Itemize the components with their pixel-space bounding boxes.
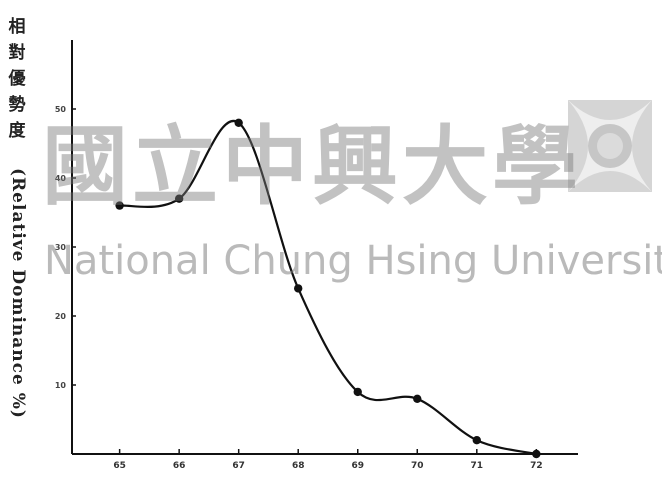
y-axis-label-en: (Relative Dominance %)	[8, 168, 28, 419]
data-point	[413, 394, 422, 403]
ticks: 65 66 67 68 69 70 71 72 10 20 30 40 50	[55, 105, 543, 471]
university-name-watermark-en: National Chung Hsing University	[44, 238, 662, 284]
x-tick-label: 72	[530, 461, 543, 471]
y-axis-label-cn-text: 相對優勢度	[6, 14, 28, 144]
y-axis-label-cn: 相對優勢度	[6, 14, 28, 144]
y-tick-label: 20	[55, 312, 67, 321]
y-axis-label-char-1: 對	[8, 43, 26, 63]
x-tick-label: 70	[411, 461, 424, 471]
x-tick-label: 68	[292, 461, 305, 471]
data-point	[234, 118, 243, 128]
data-point	[294, 284, 303, 293]
x-tick-label: 66	[173, 461, 186, 471]
x-tick-label: 69	[351, 461, 364, 471]
y-tick-label: 10	[55, 381, 67, 390]
series	[119, 119, 537, 456]
y-tick-label: 40	[55, 174, 67, 183]
data-point	[532, 449, 541, 459]
university-name-watermark-cn: 國立中興大學	[42, 116, 582, 217]
x-tick-label: 65	[113, 461, 126, 471]
y-axis-label-char-4: 度	[8, 121, 26, 141]
data-point	[115, 201, 124, 210]
y-axis-label-char-2: 優	[8, 69, 26, 89]
university-emblem-watermark	[568, 100, 652, 192]
data-point	[174, 194, 184, 203]
y-axis-label-char-3: 勢	[8, 95, 26, 115]
data-point	[353, 387, 362, 397]
x-tick-label: 71	[471, 461, 484, 471]
y-tick-label: 50	[55, 105, 67, 114]
y-tick-label: 30	[55, 243, 67, 252]
data-point	[472, 436, 481, 445]
points	[115, 118, 541, 459]
x-tick-label: 67	[232, 461, 245, 471]
series-line	[119, 119, 537, 456]
y-axis-label-char-0: 相	[8, 17, 26, 37]
